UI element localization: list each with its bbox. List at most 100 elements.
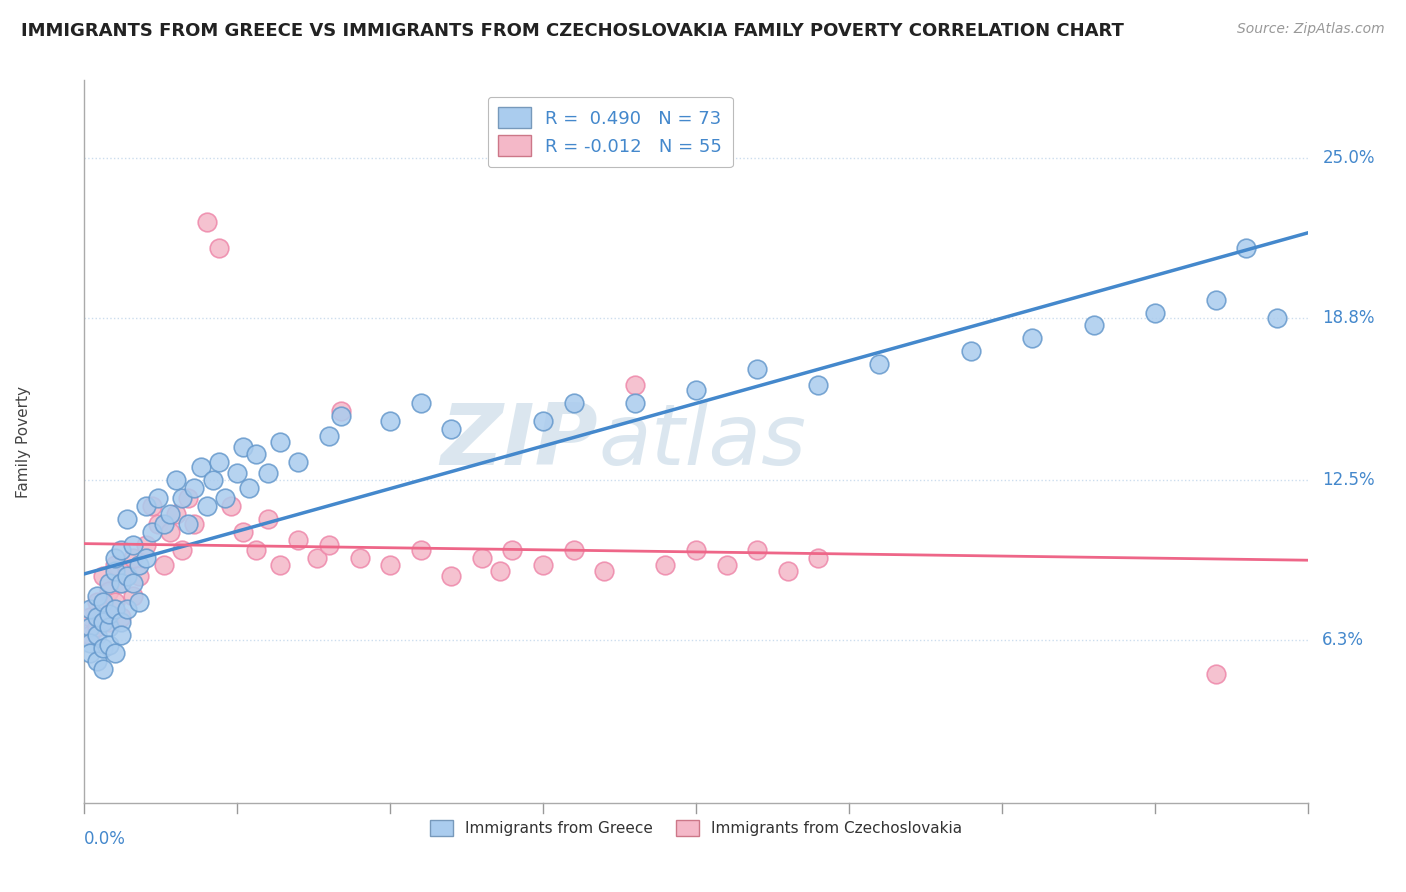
Point bbox=[226, 466, 249, 480]
Point bbox=[531, 414, 554, 428]
Point bbox=[183, 517, 205, 532]
Point bbox=[214, 491, 236, 506]
Point bbox=[97, 584, 120, 599]
Point bbox=[135, 538, 157, 552]
Point bbox=[1083, 318, 1105, 333]
Point bbox=[97, 620, 120, 634]
Point bbox=[141, 499, 163, 513]
Point bbox=[190, 460, 212, 475]
Point bbox=[654, 558, 676, 573]
Point bbox=[960, 344, 983, 359]
Text: Family Poverty: Family Poverty bbox=[15, 385, 31, 498]
Point bbox=[115, 512, 138, 526]
Point bbox=[269, 434, 291, 449]
Point bbox=[330, 409, 353, 423]
Text: 25.0%: 25.0% bbox=[1322, 149, 1375, 167]
Point bbox=[153, 558, 176, 573]
Point bbox=[747, 362, 769, 376]
Point bbox=[104, 550, 127, 565]
Point bbox=[471, 550, 494, 565]
Point bbox=[104, 646, 127, 660]
Point bbox=[1021, 331, 1043, 345]
Point bbox=[172, 542, 194, 557]
Point bbox=[195, 215, 218, 229]
Point bbox=[201, 473, 224, 487]
Point bbox=[97, 607, 120, 622]
Point bbox=[380, 414, 402, 428]
Point bbox=[79, 646, 101, 660]
Point bbox=[79, 602, 101, 616]
Point bbox=[122, 590, 145, 604]
Point bbox=[97, 639, 120, 653]
Point bbox=[305, 550, 328, 565]
Point bbox=[531, 558, 554, 573]
Legend: Immigrants from Greece, Immigrants from Czechoslovakia: Immigrants from Greece, Immigrants from … bbox=[423, 814, 969, 842]
Point bbox=[104, 558, 127, 573]
Point bbox=[79, 636, 101, 650]
Point bbox=[685, 383, 707, 397]
Point bbox=[115, 568, 138, 582]
Point bbox=[409, 542, 432, 557]
Point bbox=[330, 403, 353, 417]
Text: 0.0%: 0.0% bbox=[84, 830, 127, 848]
Point bbox=[146, 491, 169, 506]
Point bbox=[122, 576, 145, 591]
Point bbox=[110, 610, 132, 624]
Point bbox=[287, 533, 309, 547]
Point bbox=[219, 499, 242, 513]
Point bbox=[238, 481, 260, 495]
Point bbox=[177, 491, 200, 506]
Point bbox=[807, 550, 830, 565]
Point bbox=[159, 524, 181, 539]
Point bbox=[269, 558, 291, 573]
Point bbox=[91, 615, 114, 630]
Point bbox=[91, 568, 114, 582]
Point bbox=[104, 602, 127, 616]
Point bbox=[440, 568, 463, 582]
Point bbox=[1143, 305, 1166, 319]
Point bbox=[245, 447, 267, 461]
Point bbox=[208, 455, 231, 469]
Point bbox=[593, 564, 616, 578]
Point bbox=[115, 564, 138, 578]
Point bbox=[86, 654, 108, 668]
Point bbox=[287, 455, 309, 469]
Point bbox=[86, 628, 108, 642]
Point bbox=[79, 620, 101, 634]
Point bbox=[91, 602, 114, 616]
Point bbox=[208, 241, 231, 255]
Point bbox=[172, 491, 194, 506]
Text: Source: ZipAtlas.com: Source: ZipAtlas.com bbox=[1237, 22, 1385, 37]
Point bbox=[135, 499, 157, 513]
Point bbox=[104, 594, 127, 608]
Point bbox=[104, 564, 127, 578]
Point bbox=[141, 524, 163, 539]
Point bbox=[318, 538, 340, 552]
Point bbox=[135, 550, 157, 565]
Point bbox=[349, 550, 371, 565]
Point bbox=[122, 550, 145, 565]
Point bbox=[91, 662, 114, 676]
Point bbox=[86, 620, 108, 634]
Point bbox=[91, 640, 114, 655]
Point bbox=[624, 396, 647, 410]
Point bbox=[183, 481, 205, 495]
Point bbox=[502, 542, 524, 557]
Point bbox=[747, 542, 769, 557]
Point bbox=[624, 377, 647, 392]
Point bbox=[110, 542, 132, 557]
Point bbox=[869, 357, 891, 371]
Point bbox=[1265, 310, 1288, 325]
Point bbox=[257, 466, 280, 480]
Point bbox=[807, 377, 830, 392]
Point bbox=[318, 429, 340, 443]
Point bbox=[562, 542, 585, 557]
Point bbox=[122, 538, 145, 552]
Point bbox=[146, 517, 169, 532]
Point bbox=[97, 615, 120, 630]
Point bbox=[489, 564, 512, 578]
Point bbox=[1205, 666, 1227, 681]
Point bbox=[1236, 241, 1258, 255]
Point bbox=[177, 517, 200, 532]
Point bbox=[86, 590, 108, 604]
